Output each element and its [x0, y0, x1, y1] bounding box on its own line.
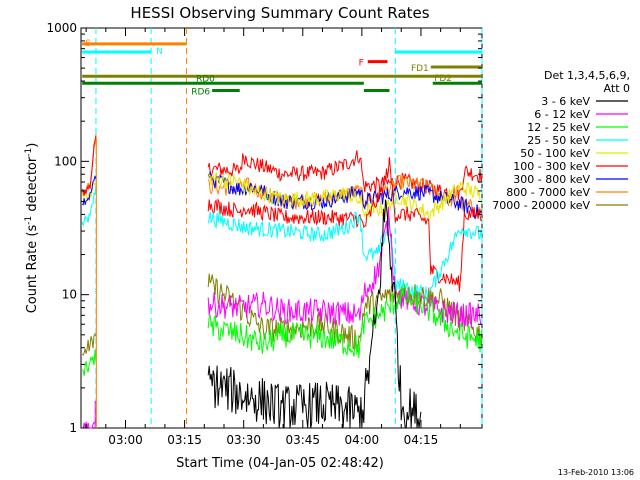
- legend-label-4: 50 - 100 keV: [520, 147, 590, 160]
- flag-label-rd0: RD0: [196, 74, 215, 84]
- series-olive-segment-0: [81, 332, 97, 356]
- plot-frame: [80, 27, 483, 429]
- series-cyan-segment-0: [81, 185, 97, 227]
- x-tick-label-4: 04:00: [345, 433, 380, 447]
- series-blue-segment-1: [207, 171, 483, 220]
- series-green-segment-0: [81, 349, 97, 377]
- series-blue-segment-0: [81, 175, 97, 206]
- x-tick-label-0: 03:00: [108, 433, 143, 447]
- y-axis-label: Count Rate (s-1 detector-1): [24, 143, 40, 314]
- legend-label-7: 800 - 7000 keV: [506, 186, 590, 199]
- series-cyan-segment-1: [207, 210, 483, 302]
- x-tick-label-5: 04:15: [404, 433, 439, 447]
- y-tick-label-3: 1000: [46, 21, 77, 35]
- y-tick-label-1: 10: [62, 288, 77, 302]
- legend-label-1: 6 - 12 keV: [534, 108, 590, 121]
- chart-title: HESSI Observing Summary Count Rates: [130, 4, 429, 22]
- series-magenta-segment-0: [82, 419, 97, 429]
- x-axis-label: Start Time (04-Jan-05 02:48:42): [176, 456, 384, 471]
- legend-label-0: 3 - 6 keV: [541, 95, 590, 108]
- legend-header-detectors: Det 1,3,4,5,6,9,: [544, 69, 630, 82]
- flag-label-f: F: [359, 59, 364, 69]
- series-green-segment-1: [207, 283, 483, 358]
- x-tick-label-3: 03:45: [285, 433, 320, 447]
- flag-bars: S N F FD1 FD2 RD0 RD6: [82, 39, 482, 97]
- dashed-marker-lines: [95, 28, 483, 428]
- legend-label-6: 300 - 800 keV: [513, 173, 590, 186]
- x-tick-label-1: 03:15: [167, 433, 202, 447]
- legend-header-attenuator: Att 0: [604, 82, 630, 95]
- legend-label-2: 12 - 25 keV: [527, 121, 590, 134]
- axes: 1 10 100 1000 03:00 03:15 03:30 03:45 04:00 04:15: [46, 21, 482, 447]
- flag-label-s: S: [85, 39, 91, 49]
- flag-label-fd1: FD1: [411, 64, 429, 74]
- y-tick-label-2: 100: [54, 154, 77, 168]
- y-tick-label-0: 1: [69, 421, 77, 435]
- legend-label-8: 7000 - 20000 keV: [492, 199, 590, 212]
- flag-label-rd6: RD6: [191, 87, 210, 97]
- data-series: [81, 133, 483, 429]
- flag-label-fd2: FD2: [434, 74, 452, 84]
- legend-label-5: 100 - 300 keV: [513, 160, 590, 173]
- series-red-segment-0: [81, 135, 97, 196]
- series-yellow-segment-1: [207, 172, 483, 223]
- legend-label-3: 25 - 50 keV: [527, 134, 590, 147]
- flag-label-n: N: [156, 47, 163, 57]
- series-magenta-segment-1: [207, 206, 483, 328]
- x-tick-label-2: 03:30: [226, 433, 261, 447]
- generation-timestamp: 13-Feb-2010 13:06: [558, 468, 634, 477]
- series-black-segment-1: [207, 199, 422, 429]
